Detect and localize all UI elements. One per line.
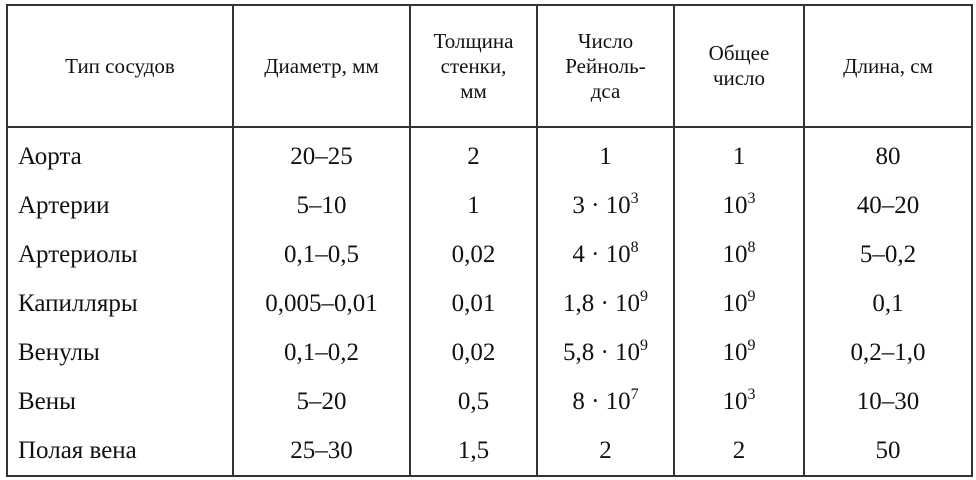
cell-vessel-type: Аорта [6, 127, 234, 181]
cell-vessel-type: Артериолы [6, 230, 234, 279]
cell-diameter: 25–30 [232, 426, 411, 476]
cell-diameter: 5–20 [232, 377, 411, 426]
cell-reynolds-number-exponent: 7 [630, 385, 639, 403]
cell-wall-thickness: 1 [409, 181, 538, 230]
cell-total-count: 103 [673, 377, 805, 426]
cell-reynolds-number-base: 8 · 10 [572, 387, 631, 415]
cell-length: 10–30 [803, 377, 973, 426]
cell-diameter: 0,1–0,2 [232, 328, 411, 377]
cell-total-count-base: 10 [722, 338, 748, 366]
cell-reynolds-number: 8 · 107 [536, 377, 675, 426]
cell-reynolds-number: 2 [536, 426, 675, 476]
table-row: Артерии 5–10 1 3 · 103 103 40–20 [6, 181, 973, 230]
cell-vessel-type: Капилляры [6, 279, 234, 328]
header-diameter: Диаметр, мм [232, 5, 411, 128]
cell-total-count-base: 10 [722, 191, 748, 219]
cell-diameter: 0,005–0,01 [232, 279, 411, 328]
cell-total-count: 2 [673, 426, 805, 476]
cell-wall-thickness: 0,01 [409, 279, 538, 328]
cell-reynolds-number-base: 2 [599, 436, 612, 464]
cell-length: 5–0,2 [803, 230, 973, 279]
cell-length: 40–20 [803, 181, 973, 230]
cell-reynolds-number-base: 1 [599, 142, 612, 170]
cell-length: 80 [803, 127, 973, 181]
vessel-parameters-table: Тип сосудов Диаметр, мм Толщина стенки, … [6, 4, 973, 477]
cell-reynolds-number-exponent: 8 [630, 238, 639, 256]
cell-reynolds-number-exponent: 9 [640, 336, 649, 354]
cell-reynolds-number-exponent: 9 [640, 287, 649, 305]
header-vessel-type: Тип сосудов [6, 5, 234, 128]
cell-total-count-base: 1 [732, 142, 746, 170]
cell-diameter: 5–10 [232, 181, 411, 230]
header-reynolds-number: Число Рейноль- дса [536, 5, 675, 128]
cell-diameter: 20–25 [232, 127, 411, 181]
cell-reynolds-number-base: 4 · 10 [572, 240, 631, 268]
table-body: Аорта 20–25 2 1 1 80 Артерии 5–10 1 3 · 103 103 40–… [6, 127, 973, 476]
cell-vessel-type: Венулы [6, 328, 234, 377]
cell-total-count-exponent: 3 [747, 189, 756, 207]
cell-total-count: 1 [673, 127, 805, 181]
cell-length: 0,1 [803, 279, 973, 328]
table-row: Аорта 20–25 2 1 1 80 [6, 127, 973, 181]
cell-total-count: 108 [673, 230, 805, 279]
cell-wall-thickness: 0,02 [409, 230, 538, 279]
cell-reynolds-number-base: 1,8 · 10 [562, 289, 641, 317]
cell-wall-thickness: 0,5 [409, 377, 538, 426]
cell-total-count-exponent: 3 [747, 385, 756, 403]
cell-reynolds-number: 1,8 · 109 [536, 279, 675, 328]
cell-wall-thickness: 0,02 [409, 328, 538, 377]
cell-total-count-base: 2 [732, 436, 746, 464]
cell-length: 50 [803, 426, 973, 476]
cell-total-count-base: 10 [722, 289, 748, 317]
cell-total-count: 109 [673, 279, 805, 328]
cell-vessel-type: Артерии [6, 181, 234, 230]
header-total-count: Общее число [673, 5, 805, 128]
table-header: Тип сосудов Диаметр, мм Толщина стенки, … [6, 5, 973, 128]
cell-reynolds-number: 5,8 · 109 [536, 328, 675, 377]
cell-length: 0,2–1,0 [803, 328, 973, 377]
cell-diameter: 0,1–0,5 [232, 230, 411, 279]
cell-reynolds-number-exponent: 3 [630, 189, 639, 207]
cell-reynolds-number: 4 · 108 [536, 230, 675, 279]
vessel-table-container: Тип сосудов Диаметр, мм Толщина стенки, … [6, 4, 973, 477]
table-row: Венулы 0,1–0,2 0,02 5,8 · 109 109 0,2–1,0 [6, 328, 973, 377]
cell-reynolds-number: 1 [536, 127, 675, 181]
table-row: Вены 5–20 0,5 8 · 107 103 10–30 [6, 377, 973, 426]
header-wall-thickness: Толщина стенки, мм [409, 5, 538, 128]
cell-wall-thickness: 2 [409, 127, 538, 181]
cell-total-count-base: 10 [722, 387, 748, 415]
cell-total-count-exponent: 8 [747, 238, 756, 256]
cell-total-count-base: 10 [722, 240, 748, 268]
header-length: Длина, см [803, 5, 973, 128]
table-row: Артериолы 0,1–0,5 0,02 4 · 108 108 5–0,2 [6, 230, 973, 279]
cell-reynolds-number: 3 · 103 [536, 181, 675, 230]
cell-total-count: 103 [673, 181, 805, 230]
header-row: Тип сосудов Диаметр, мм Толщина стенки, … [6, 5, 973, 128]
cell-wall-thickness: 1,5 [409, 426, 538, 476]
cell-vessel-type: Полая вена [6, 426, 234, 476]
cell-total-count: 109 [673, 328, 805, 377]
cell-reynolds-number-base: 3 · 10 [572, 191, 631, 219]
table-row: Полая вена 25–30 1,5 2 2 50 [6, 426, 973, 476]
table-row: Капилляры 0,005–0,01 0,01 1,8 · 109 109 0,1 [6, 279, 973, 328]
cell-total-count-exponent: 9 [747, 287, 756, 305]
cell-total-count-exponent: 9 [747, 336, 756, 354]
cell-vessel-type: Вены [6, 377, 234, 426]
cell-reynolds-number-base: 5,8 · 10 [562, 338, 641, 366]
